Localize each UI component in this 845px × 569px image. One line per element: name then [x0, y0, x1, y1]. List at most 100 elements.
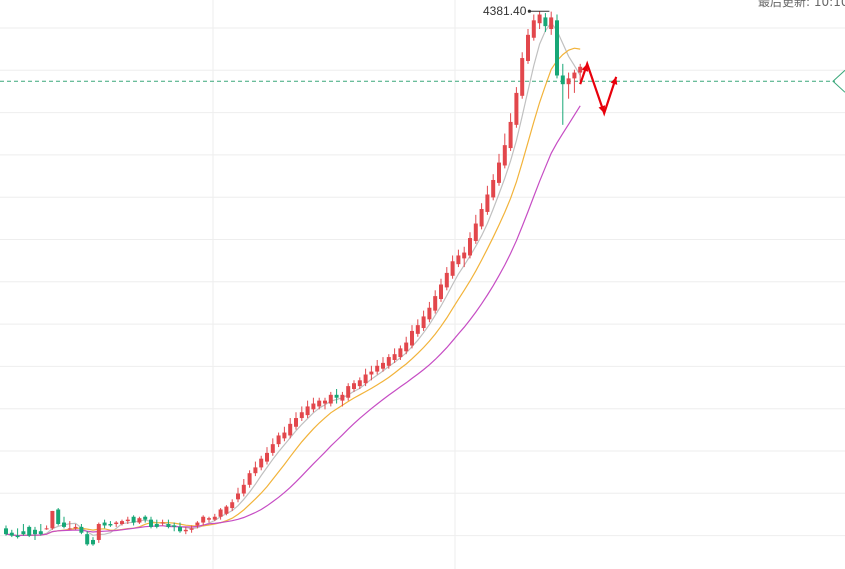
- candle-body: [160, 522, 165, 524]
- candle-body: [143, 516, 148, 520]
- candle-body: [62, 522, 66, 527]
- candle-body: [189, 528, 194, 530]
- candle-body: [566, 78, 571, 85]
- candle-body: [79, 526, 84, 533]
- candle-body: [241, 484, 246, 494]
- ma-long-line: [5, 105, 581, 537]
- candle-body: [398, 348, 403, 358]
- candle-body: [276, 435, 281, 445]
- candle-body: [114, 522, 119, 525]
- candle-body: [363, 374, 368, 384]
- candle-body: [352, 383, 356, 390]
- candle-body: [230, 502, 235, 509]
- candle-body: [207, 518, 211, 520]
- candle-body: [369, 371, 374, 375]
- last-update-label: 最后更新:: [758, 0, 811, 9]
- candle-body: [421, 316, 426, 329]
- candle-body: [444, 272, 449, 288]
- forecast-arrowhead-down: [598, 105, 606, 114]
- candle-body: [102, 522, 107, 526]
- candle-body: [520, 58, 525, 96]
- candle-body: [125, 519, 130, 522]
- candle-body: [502, 145, 507, 166]
- candle-body: [392, 354, 397, 360]
- candle-body: [91, 539, 95, 545]
- forecast-zigzag: [579, 60, 618, 117]
- candle-body: [120, 521, 124, 525]
- candle-body: [15, 535, 20, 538]
- candle-body: [305, 406, 310, 416]
- candle-body: [172, 525, 177, 527]
- candle-body: [201, 516, 206, 523]
- price-marker: [832, 69, 845, 93]
- candle-body: [543, 17, 548, 27]
- candle-body: [485, 194, 490, 212]
- candle-body: [514, 92, 519, 125]
- candle-body: [195, 522, 200, 526]
- candle-body: [456, 255, 461, 265]
- candle-body: [212, 516, 217, 520]
- candle-body: [497, 162, 501, 183]
- candle-body: [85, 534, 90, 545]
- candle-body: [357, 380, 362, 387]
- candle-body: [56, 509, 61, 525]
- peak-dot: [527, 9, 532, 13]
- candle-body: [537, 14, 542, 24]
- candle-body: [531, 20, 536, 38]
- candle-body: [247, 473, 252, 485]
- candles: [4, 11, 583, 546]
- last-update-time: 10:10: [813, 0, 845, 9]
- candle-body: [218, 509, 223, 517]
- candle-body: [38, 531, 43, 535]
- candle-body: [224, 506, 229, 514]
- candle-body: [96, 524, 101, 540]
- candle-body: [340, 394, 345, 401]
- candle-body: [27, 526, 32, 536]
- peak-value-label: 4381.40: [483, 4, 527, 18]
- candle-body: [317, 400, 322, 407]
- candle-body: [386, 357, 391, 366]
- candle-body: [288, 423, 293, 436]
- candle-body: [526, 34, 530, 61]
- candle-body: [73, 526, 78, 529]
- candle-body: [549, 17, 554, 30]
- candle-body: [328, 394, 333, 404]
- moving-averages: [5, 21, 581, 537]
- candle-body: [479, 209, 484, 227]
- candle-body: [578, 66, 583, 73]
- candle-body: [415, 325, 420, 334]
- candle-body: [294, 418, 298, 427]
- candle-body: [427, 307, 432, 320]
- candle-body: [236, 493, 240, 500]
- last-update-text: 最后更新: 10:10: [758, 0, 845, 10]
- candle-body: [323, 400, 327, 404]
- candle-body: [33, 529, 37, 535]
- forecast-arrowhead-up: [581, 63, 589, 72]
- candle-body: [560, 75, 565, 85]
- candle-body: [491, 179, 496, 198]
- candle-body: [462, 252, 467, 259]
- candle-body: [508, 121, 513, 149]
- candle-body: [433, 296, 438, 311]
- candle-body: [154, 524, 159, 527]
- candle-body: [299, 412, 304, 419]
- candle-body: [67, 528, 72, 530]
- candle-body: [404, 342, 409, 352]
- candle-body: [149, 519, 153, 527]
- candle-body: [108, 524, 113, 526]
- candle-body: [183, 529, 188, 532]
- candle-body: [4, 528, 8, 535]
- candle-body: [282, 432, 287, 439]
- candle-body: [410, 330, 414, 346]
- candle-body: [253, 467, 258, 474]
- candle-body: [50, 510, 55, 529]
- candle-body: [44, 528, 49, 530]
- candle-body: [9, 532, 14, 536]
- candle-body: [259, 458, 264, 468]
- candle-body: [311, 403, 316, 410]
- candle-body: [439, 284, 443, 300]
- candle-body: [468, 238, 472, 256]
- candle-body: [346, 386, 351, 398]
